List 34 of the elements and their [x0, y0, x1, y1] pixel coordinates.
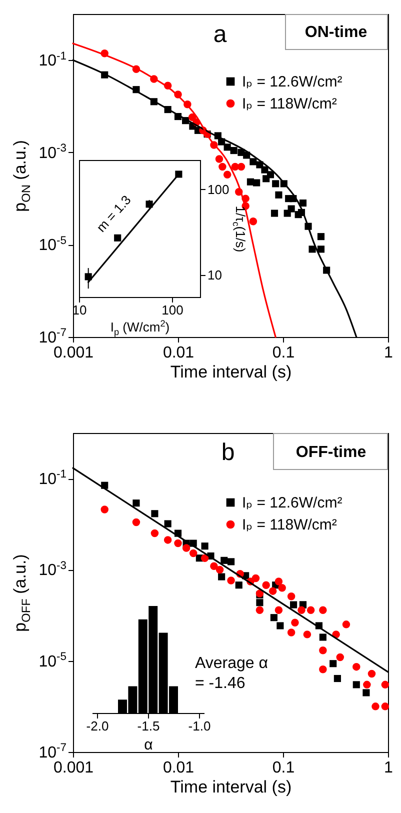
x-tick-label: -1.5 [137, 718, 160, 734]
legend-label: Iₚ = 118W/cm² [242, 96, 337, 112]
annotation: = -1.46 [195, 675, 246, 692]
y-tick-label: 10$^{-7}$ [38, 742, 66, 762]
x-axis-title: Time interval (s) [170, 778, 292, 796]
annotation: OFF-time [296, 444, 366, 461]
x-tick-label: 0.1 [272, 344, 295, 362]
y-tick-label: 10$^{-3}$ [38, 560, 66, 580]
x-axis-title: I$_{p}$ (W/cm$^{2}$) [110, 318, 170, 337]
x-tick-label: -1.0 [188, 718, 211, 734]
y-tick-label: 10$^{-5}$ [38, 234, 66, 254]
annotation: ON-time [304, 24, 368, 41]
annotation: b [221, 439, 235, 466]
x-tick-label: -2.0 [86, 718, 109, 734]
y-tick-label: 10$^{-1}$ [38, 468, 66, 488]
x-tick-label: 0.1 [272, 760, 295, 776]
x-tick-label: 0.001 [53, 344, 94, 362]
x-tick-label: 0.01 [162, 760, 194, 776]
x-axis-title: α [144, 736, 154, 754]
legend-label: Iₚ = 12.6W/cm² [242, 494, 342, 512]
y-tick-label: 10$^{-7}$ [38, 327, 66, 346]
y-tick-label: 10$^{-1}$ [38, 50, 66, 70]
annotation: a [213, 21, 228, 48]
x-tick-label: 1 [384, 344, 394, 362]
y-tick-label: 10$^{-5}$ [38, 650, 66, 670]
annotation: Average α [195, 655, 268, 672]
legend-label: Iₚ = 118W/cm² [242, 516, 337, 534]
x-tick-label: 0.001 [53, 760, 94, 776]
y-tick-label: 10$^{-3}$ [38, 142, 66, 162]
legend-label: Iₚ = 12.6W/cm² [242, 74, 342, 90]
x-axis-title: Time interval (s) [170, 362, 292, 382]
x-tick-label: 1 [384, 760, 394, 776]
annotation: m = 1.3 [93, 192, 134, 235]
x-tick-label: 0.01 [162, 344, 194, 362]
